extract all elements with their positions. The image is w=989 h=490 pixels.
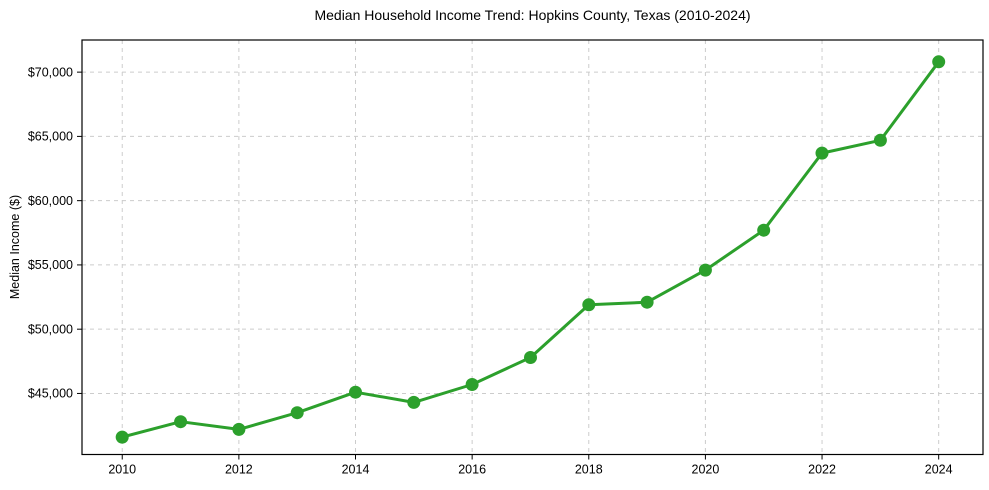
data-point-marker [757,223,771,237]
x-tick-label: 2010 [108,463,136,477]
x-tick-label: 2018 [575,463,603,477]
data-point-marker [232,422,246,436]
x-tick-label: 2024 [925,463,953,477]
y-tick-label: $70,000 [28,65,73,79]
data-point-marker [290,406,304,420]
data-point-marker [873,133,887,147]
y-tick-label: $50,000 [28,322,73,336]
data-point-marker [698,263,712,277]
x-tick-label: 2014 [342,463,370,477]
income-trend-line [120,60,941,439]
y-tick-label: $60,000 [28,194,73,208]
y-tick-label: $65,000 [28,130,73,144]
plot-border [81,39,984,456]
y-tick-label: $45,000 [28,387,73,401]
x-tick-label: 2016 [458,463,486,477]
data-point-marker [407,395,421,409]
y-tick-label: $55,000 [28,258,73,272]
data-point-marker [465,378,479,391]
data-point-marker [349,385,362,399]
chart-title: Median Household Income Trend: Hopkins C… [314,7,751,23]
data-point-marker [524,351,537,364]
x-tick-label: 2020 [692,463,720,477]
data-point-marker [582,298,596,312]
data-point-marker [815,146,829,160]
data-point-marker [640,295,654,309]
x-tick-label: 2022 [808,463,836,477]
data-point-marker [174,415,188,429]
data-point-marker [932,55,946,69]
data-point-marker [115,430,129,444]
x-tick-label: 2012 [225,463,253,477]
